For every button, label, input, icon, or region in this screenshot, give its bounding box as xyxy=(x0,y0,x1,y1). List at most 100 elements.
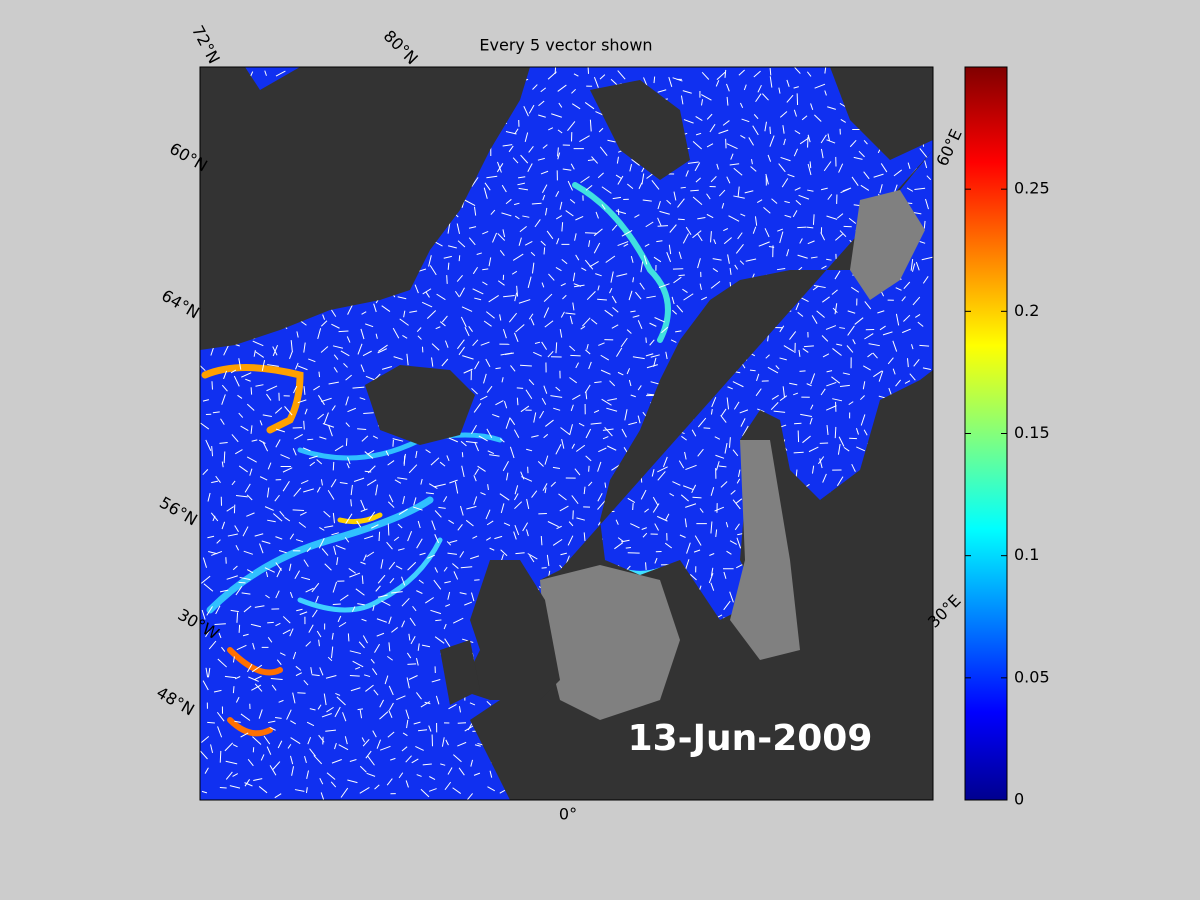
arrow xyxy=(234,525,239,533)
arrow xyxy=(581,317,591,327)
arrow xyxy=(255,384,264,387)
arrow xyxy=(205,630,210,638)
colorbar-tick-label: 0 xyxy=(1014,790,1024,809)
graticule-label: 0° xyxy=(559,805,577,824)
arrow xyxy=(627,183,634,190)
arrow xyxy=(555,342,558,354)
arrow xyxy=(893,169,903,177)
arrow xyxy=(793,109,797,117)
arrow xyxy=(601,186,612,194)
arrow xyxy=(677,218,685,221)
arrow xyxy=(542,483,548,491)
arrow xyxy=(711,397,717,408)
arrow xyxy=(377,348,387,354)
arrow xyxy=(685,503,697,508)
arrow xyxy=(734,264,739,270)
arrow xyxy=(626,368,631,375)
arrow xyxy=(476,252,482,255)
arrow xyxy=(295,362,299,370)
arrow xyxy=(347,407,357,413)
arrow xyxy=(515,552,525,555)
arrow xyxy=(406,353,409,366)
arrow xyxy=(344,736,348,745)
arrow xyxy=(657,217,662,227)
arrow xyxy=(710,567,714,576)
arrow xyxy=(465,519,474,527)
arrow xyxy=(279,510,285,518)
arrow xyxy=(826,370,833,373)
arrow xyxy=(447,591,451,600)
arrow xyxy=(552,466,561,469)
arrow xyxy=(755,388,762,397)
arrow xyxy=(793,148,799,157)
arrow xyxy=(376,739,382,749)
arrow xyxy=(718,189,726,197)
arrow xyxy=(742,425,749,437)
arrow xyxy=(231,480,236,486)
arrow xyxy=(738,69,745,76)
arrow xyxy=(241,372,252,378)
arrow xyxy=(607,445,617,451)
arrow xyxy=(448,245,457,249)
arrow xyxy=(904,380,911,384)
arrow xyxy=(501,212,512,217)
arrow xyxy=(370,658,375,664)
arrow xyxy=(474,297,482,301)
arrow xyxy=(569,377,577,384)
arrow xyxy=(200,422,210,430)
arrow xyxy=(472,339,479,347)
arrow xyxy=(543,293,553,302)
arrow xyxy=(282,467,293,473)
arrow xyxy=(466,505,477,510)
arrow xyxy=(514,215,520,220)
arrow xyxy=(779,395,788,402)
arrow xyxy=(567,121,576,131)
arrow xyxy=(820,134,827,144)
arrow xyxy=(484,182,491,191)
arrow xyxy=(555,443,562,455)
arrow xyxy=(406,652,412,659)
arrow xyxy=(377,594,388,598)
arrow xyxy=(237,394,243,399)
arrow xyxy=(799,137,809,145)
arrow xyxy=(737,469,741,477)
arrow xyxy=(336,557,339,566)
arrow xyxy=(721,202,725,209)
arrow xyxy=(599,146,608,157)
arrow xyxy=(321,548,329,556)
arrow xyxy=(836,476,844,486)
arrow xyxy=(561,259,568,265)
arrow xyxy=(620,337,628,348)
arrow xyxy=(320,320,328,327)
arrow xyxy=(597,172,604,179)
arrow xyxy=(204,767,209,774)
arrow xyxy=(275,439,281,448)
arrow xyxy=(651,469,655,477)
arrow xyxy=(795,200,802,206)
arrow xyxy=(514,485,519,495)
arrow xyxy=(602,436,609,440)
arrow xyxy=(730,153,734,160)
arrow xyxy=(472,288,484,295)
arrow xyxy=(502,329,507,339)
arrow xyxy=(461,306,473,312)
arrow xyxy=(767,154,772,162)
arrow xyxy=(524,240,533,246)
arrow xyxy=(657,201,661,210)
arrow xyxy=(445,603,451,607)
arrow xyxy=(691,484,697,494)
arrow xyxy=(429,265,437,276)
arrow xyxy=(584,259,594,270)
arrow xyxy=(322,314,325,320)
arrow xyxy=(632,503,634,511)
colorbar-tick-label: 0.2 xyxy=(1014,301,1039,320)
arrow xyxy=(335,692,341,696)
arrow xyxy=(232,565,238,571)
arrow xyxy=(637,415,641,424)
arrow xyxy=(514,128,519,135)
arrow xyxy=(367,450,375,455)
arrow xyxy=(846,345,854,353)
arrow xyxy=(877,310,885,314)
arrow xyxy=(706,213,714,219)
arrow xyxy=(632,315,640,318)
